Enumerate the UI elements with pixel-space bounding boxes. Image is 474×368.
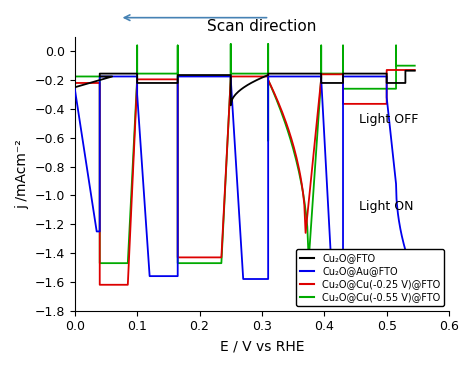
- X-axis label: E / V vs RHE: E / V vs RHE: [219, 339, 304, 353]
- Text: Light ON: Light ON: [359, 200, 413, 213]
- Legend: Cu₂O@FTO, Cu₂O@Au@FTO, Cu₂O@Cu(-0.25 V)@FTO, Cu₂O@Cu(-0.55 V)@FTO: Cu₂O@FTO, Cu₂O@Au@FTO, Cu₂O@Cu(-0.25 V)@…: [296, 250, 444, 306]
- Title: Scan direction: Scan direction: [207, 19, 317, 34]
- Y-axis label: j /mAcm⁻²: j /mAcm⁻²: [15, 139, 29, 209]
- Text: Light OFF: Light OFF: [359, 113, 418, 126]
